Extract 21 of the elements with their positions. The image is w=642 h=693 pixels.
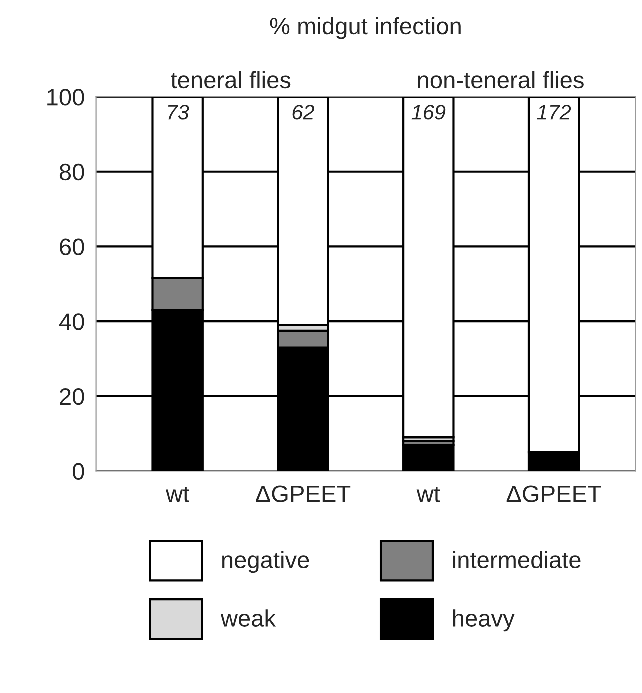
text: teneral flies xyxy=(171,71,291,89)
y-tick-label: 60 xyxy=(60,238,84,256)
x-tick-label: wt xyxy=(416,486,440,502)
x-tick-label: ΔGPEET xyxy=(256,486,351,502)
annotation: 73 xyxy=(168,105,190,120)
y-tick-label: 20 xyxy=(60,388,84,406)
legend-label: negative xyxy=(222,551,310,574)
annotation: 62 xyxy=(292,105,315,120)
y-tick-label: 0 xyxy=(72,463,84,480)
chart-title: % midgut infection xyxy=(270,17,461,40)
x-tick-label: ΔGPEET xyxy=(506,486,602,502)
y-tick-label: 80 xyxy=(60,164,84,181)
text: non-teneral flies xyxy=(418,71,584,89)
legend-label: weak xyxy=(220,610,276,627)
legend-label: intermediate xyxy=(453,551,581,569)
annotation: 169 xyxy=(412,105,446,120)
x-tick-label: wt xyxy=(166,486,190,502)
y-tick-label: 40 xyxy=(59,314,84,330)
y-tick-label: 100 xyxy=(48,89,84,106)
annotation: 172 xyxy=(537,105,572,120)
legend-label: heavy xyxy=(454,610,515,632)
